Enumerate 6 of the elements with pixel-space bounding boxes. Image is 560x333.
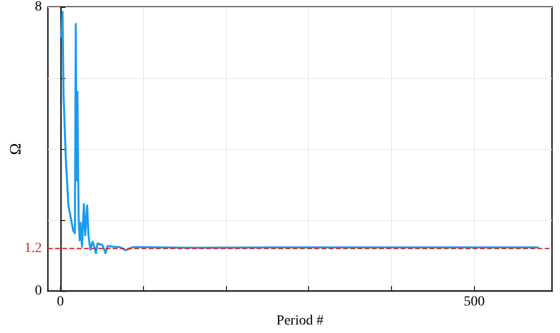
line-series (60, 10, 539, 254)
x-tick-label: 500 (464, 294, 485, 310)
y-axis-title: Ω (8, 142, 24, 155)
y-tick-label: 8 (34, 0, 42, 14)
ref-line-label: 1.2 (24, 240, 42, 256)
x-axis-title: Period # (276, 314, 324, 328)
